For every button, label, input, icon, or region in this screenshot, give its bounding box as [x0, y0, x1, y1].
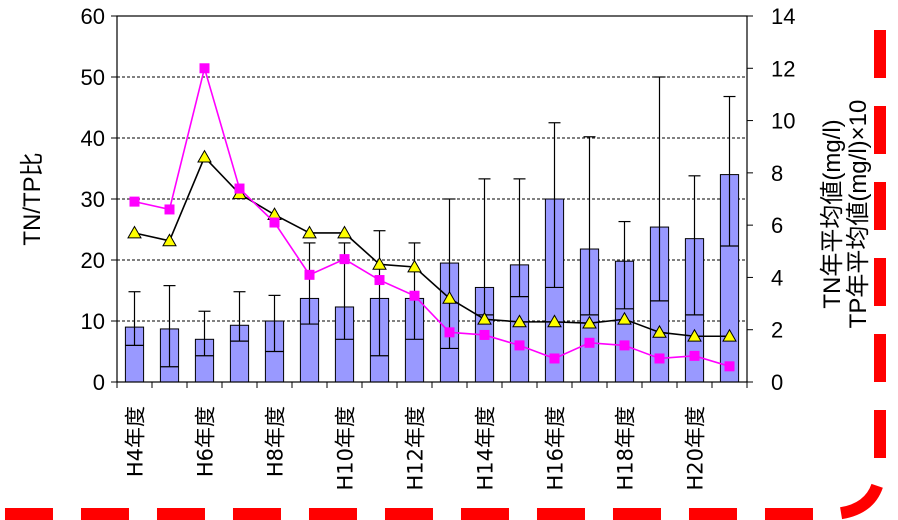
y-tick-label: 40 [81, 126, 105, 151]
tp-marker [304, 269, 315, 280]
x-tick-label: H20年度 [684, 406, 708, 491]
tp-marker [619, 340, 630, 351]
x-tick-label: H18年度 [614, 406, 638, 491]
tp-marker [129, 196, 140, 207]
x-tick-label: H8年度 [264, 406, 288, 477]
tn-marker [162, 233, 177, 247]
y-tick-label: 20 [81, 248, 105, 273]
tn-marker [512, 314, 527, 328]
tp-marker [724, 361, 735, 372]
y-axis-title: TN/TP比 [19, 152, 46, 245]
tn-marker [652, 324, 667, 338]
tp-marker [514, 340, 525, 351]
tp-marker [269, 217, 280, 228]
x-tick-label: H6年度 [194, 406, 218, 477]
tn-marker [302, 225, 317, 239]
y2-axis-title-tp: TP年平均値(mg/l)×10 [845, 100, 872, 329]
y2-tick-label: 14 [771, 4, 795, 29]
x-tick-label: H14年度 [474, 406, 498, 491]
tn-marker [337, 225, 352, 239]
tn-line [134, 155, 730, 338]
y2-tick-label: 8 [771, 161, 783, 186]
y2-tick-label: 12 [771, 56, 795, 81]
red-dashed-frame [0, 30, 886, 520]
tn-marker [477, 311, 492, 325]
tn-marker [722, 328, 737, 342]
red-dashed-line [0, 30, 886, 520]
tn-marker [547, 314, 562, 328]
tp-marker [444, 327, 455, 338]
y-tick-label: 60 [81, 4, 105, 29]
tp-marker [374, 275, 385, 286]
tp-marker [549, 353, 560, 364]
x-tick-label: H4年度 [124, 406, 148, 477]
tn-marker [442, 290, 457, 304]
tp-line [134, 65, 730, 368]
y2-tick-label: 6 [771, 213, 783, 238]
x-tick-label: H10年度 [334, 406, 358, 491]
tn-marker [617, 311, 632, 325]
y-tick-label: 30 [81, 187, 105, 212]
x-tick-label: H12年度 [404, 406, 428, 491]
x-tick-label: H16年度 [544, 406, 568, 491]
tp-marker [339, 254, 350, 265]
y-tick-label: 50 [81, 65, 105, 90]
tp-marker [654, 353, 665, 364]
tp-marker [409, 290, 420, 301]
y2-tick-label: 0 [771, 370, 783, 395]
tn-marker [372, 256, 387, 270]
tp-marker [164, 204, 175, 215]
y2-axis-title-tn: TN年平均値(mg/l) [819, 119, 846, 308]
tn-marker [582, 315, 597, 329]
tp-marker [479, 329, 490, 340]
y-tick-label: 0 [93, 370, 105, 395]
tn-marker [197, 149, 212, 163]
tp-marker [584, 337, 595, 348]
tn-marker [687, 328, 702, 342]
tp-marker [234, 183, 245, 194]
tp-marker [199, 63, 210, 74]
y2-tick-label: 2 [771, 318, 783, 343]
y2-tick-label: 10 [771, 109, 795, 134]
tn-marker [407, 259, 422, 273]
tp-marker [689, 350, 700, 361]
y-tick-label: 10 [81, 309, 105, 334]
tn-marker [127, 225, 142, 239]
y2-tick-label: 4 [771, 265, 783, 290]
